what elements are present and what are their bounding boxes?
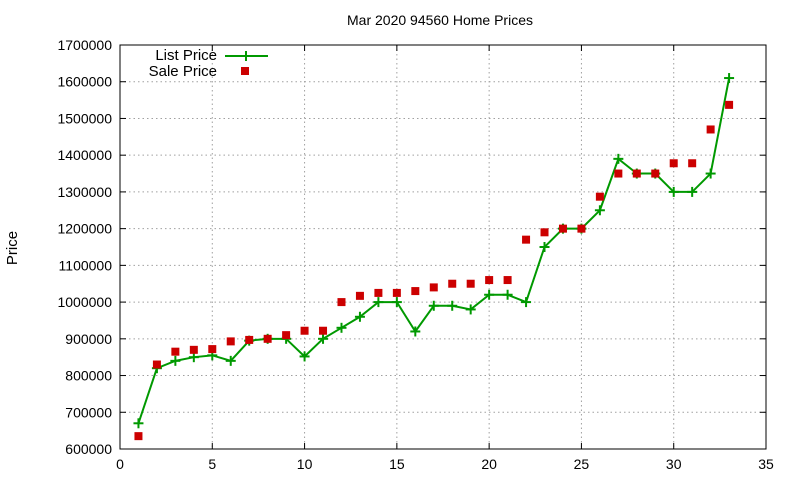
list-price-point <box>594 205 605 216</box>
list-price-point <box>705 168 716 179</box>
y-tick-label: 1300000 <box>57 184 112 200</box>
y-tick-label: 800000 <box>65 368 112 384</box>
plot-frame <box>119 44 767 450</box>
sale-price-point <box>632 169 641 178</box>
sale-price-point <box>595 192 604 201</box>
x-tick-label: 10 <box>297 456 313 472</box>
axis-ticks: 0 5 10 15 20 25 30 35 600000 700000 800000 900000 10… <box>57 37 774 472</box>
list-price-point <box>539 242 550 252</box>
list-price-point <box>668 186 679 197</box>
x-tick-label: 15 <box>389 456 405 472</box>
sale-price-point <box>614 169 623 178</box>
sale-price-point <box>522 235 531 244</box>
sale-price-point <box>319 326 328 335</box>
list-price-point <box>336 322 347 333</box>
sale-price-point <box>577 224 586 233</box>
y-tick-label: 1700000 <box>57 37 112 53</box>
sale-price-point <box>392 288 401 297</box>
list-price-point <box>484 289 495 300</box>
sale-price-point <box>171 347 180 356</box>
sale-price-point <box>411 287 420 296</box>
list-price-point <box>521 297 532 308</box>
sale-price-point <box>245 335 254 344</box>
sale-price-point <box>485 276 494 285</box>
sale-price-point <box>725 100 734 109</box>
sale-price-point <box>466 279 475 288</box>
sale-price-point <box>355 291 364 300</box>
sale-price-point <box>669 159 678 168</box>
x-tick-label: 5 <box>208 456 216 472</box>
y-tick-label: 1600000 <box>57 74 112 90</box>
x-tick-label: 0 <box>116 456 124 472</box>
sale-price-point <box>429 283 438 292</box>
sale-price-point <box>226 337 235 346</box>
list-price-point <box>133 418 144 429</box>
sale-price-point <box>263 334 272 343</box>
list-price-point <box>318 333 329 344</box>
list-price-point <box>391 297 402 308</box>
legend: List Price Sale Price <box>149 47 268 80</box>
sale-price-point <box>208 345 217 354</box>
sale-price-point <box>706 125 715 134</box>
chart-title: Mar 2020 94560 Home Prices <box>347 12 533 28</box>
legend-marker-list-price <box>241 51 251 61</box>
sale-price-point <box>558 224 567 233</box>
x-tick-label: 35 <box>758 456 774 472</box>
sale-price-point <box>300 326 309 335</box>
sale-price-point <box>374 288 383 297</box>
y-tick-label: 1000000 <box>57 294 112 310</box>
list-price-point <box>687 186 698 197</box>
sale-price-point <box>337 298 346 307</box>
sale-price-point <box>448 279 457 288</box>
list-price-point <box>502 289 513 300</box>
y-tick-label: 600000 <box>65 441 112 457</box>
y-tick-label: 900000 <box>65 331 112 347</box>
x-tick-label: 20 <box>481 456 497 472</box>
y-tick-label: 1100000 <box>59 257 113 273</box>
sale-price-point <box>540 228 549 237</box>
list-price-point <box>299 351 310 362</box>
list-price-point <box>373 297 384 308</box>
legend-marker-sale-price <box>241 67 249 75</box>
list-price-point <box>170 355 181 366</box>
sale-price-point <box>134 432 143 441</box>
list-price-point <box>465 304 476 315</box>
sale-price-point <box>503 276 512 285</box>
sale-price-point <box>189 345 198 354</box>
legend-label-sale-price: Sale Price <box>149 63 217 80</box>
y-tick-label: 1200000 <box>57 221 112 237</box>
sale-price-point <box>688 159 697 168</box>
sale-price-point <box>152 360 161 369</box>
x-tick-label: 25 <box>574 456 590 472</box>
sale-price-point <box>282 331 291 340</box>
y-tick-label: 1500000 <box>57 110 112 126</box>
list-price-point <box>225 355 236 366</box>
sale-price-point <box>651 169 660 178</box>
list-price-point <box>447 300 458 311</box>
x-tick-label: 30 <box>666 456 682 472</box>
list-price-point <box>724 73 735 84</box>
legend-label-list-price: List Price <box>155 47 217 64</box>
y-tick-label: 700000 <box>65 404 112 420</box>
list-price-point <box>428 300 439 311</box>
list-price-point <box>410 326 421 337</box>
series-layer <box>133 73 735 441</box>
list-price-point <box>354 311 365 322</box>
y-axis-label: Price <box>4 231 21 265</box>
list-price-point <box>613 153 624 164</box>
list-price-point <box>188 352 199 363</box>
y-tick-label: 1400000 <box>57 147 112 163</box>
